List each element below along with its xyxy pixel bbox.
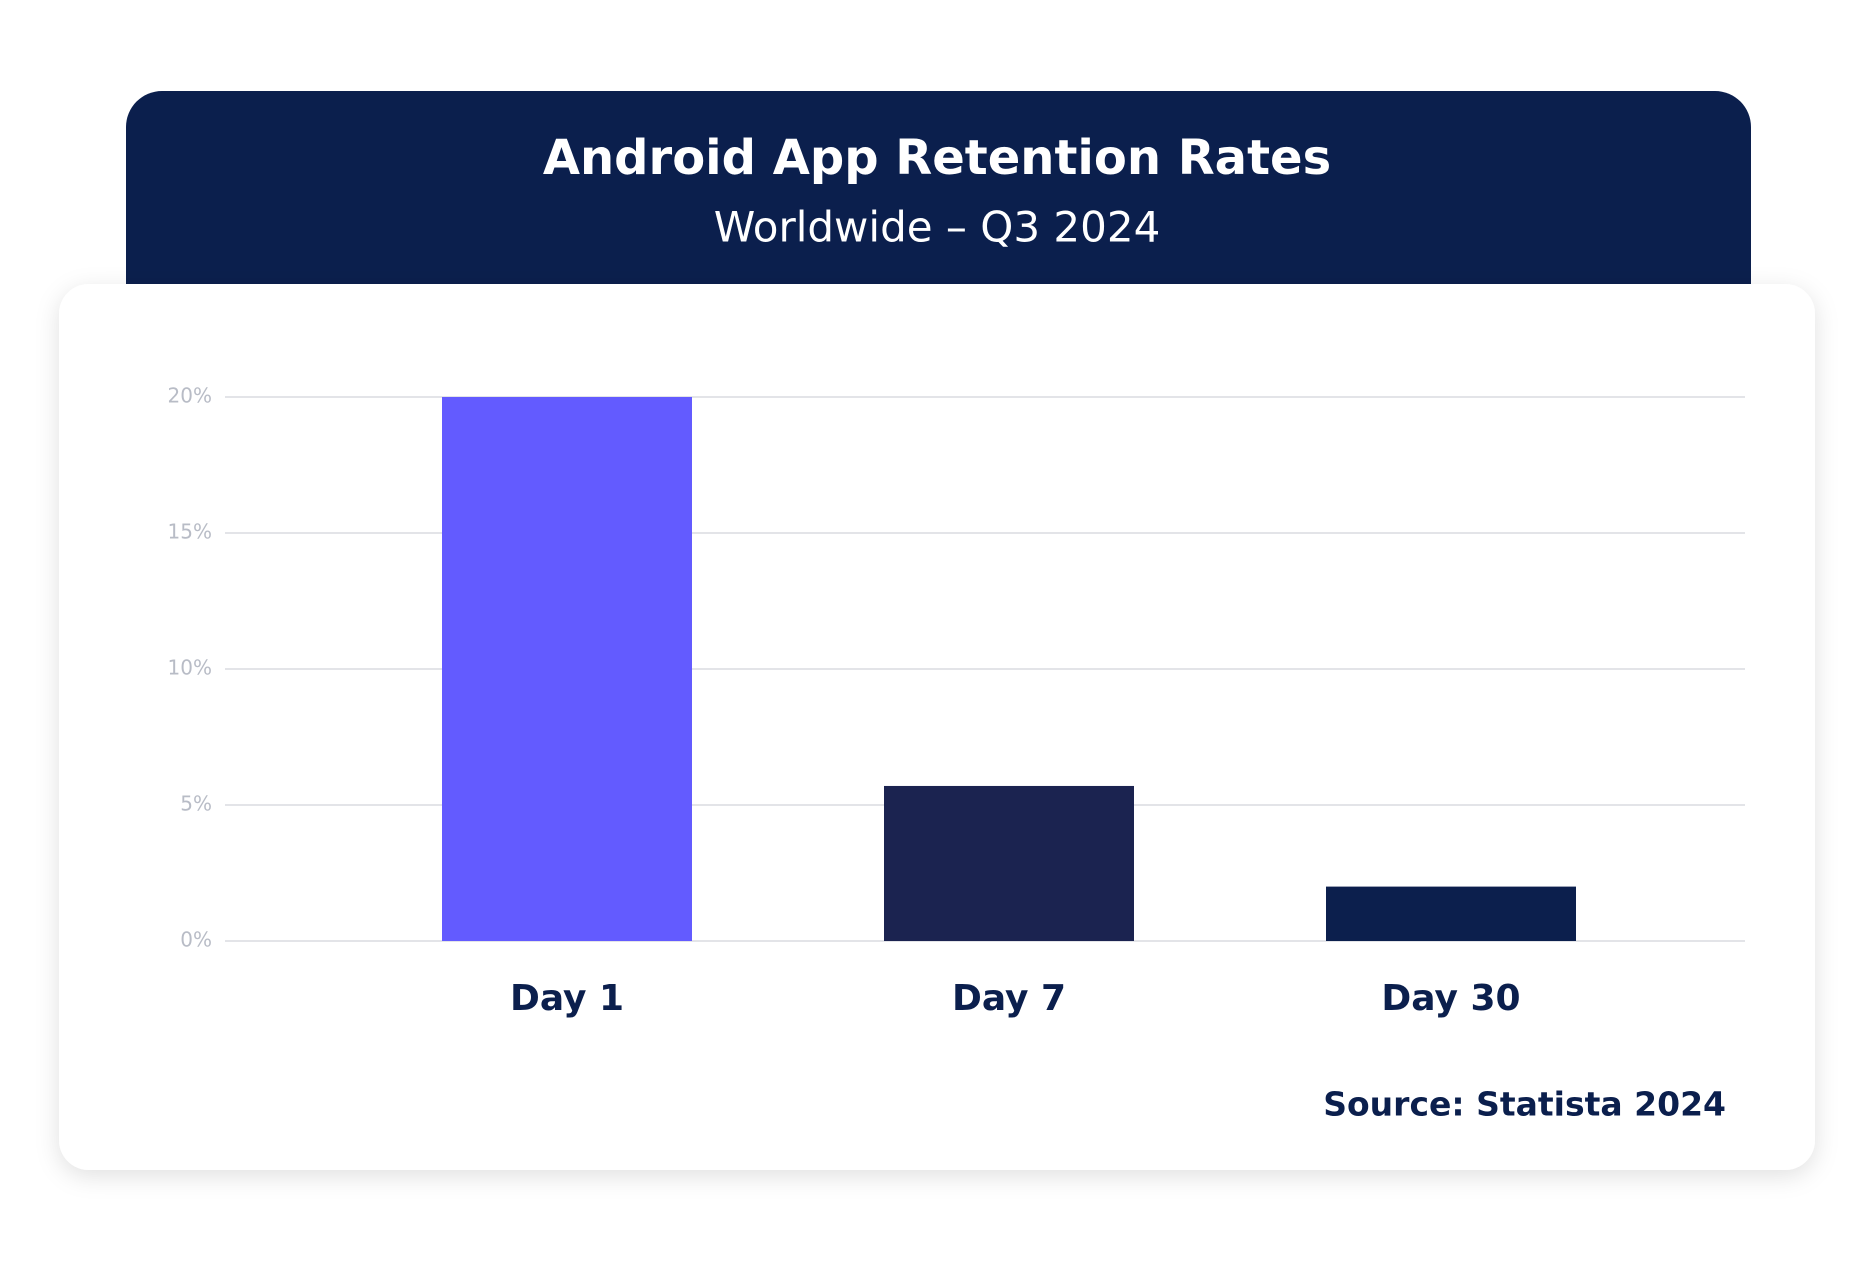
bar	[884, 785, 1134, 941]
y-tick-label: 15%	[168, 520, 212, 544]
y-tick-label: 20%	[168, 384, 212, 408]
header-panel	[126, 91, 1751, 321]
chart-subtitle: Worldwide – Q3 2024	[714, 203, 1161, 252]
chart-title: Android App Retention Rates	[543, 130, 1331, 186]
x-tick-label: Day 7	[952, 978, 1066, 1019]
chart-card	[59, 284, 1815, 1170]
y-tick-label: 10%	[168, 656, 212, 680]
y-tick-label: 5%	[180, 792, 212, 816]
source-note: Source: Statista 2024	[1323, 1085, 1726, 1124]
bar	[442, 397, 692, 941]
x-tick-label: Day 1	[510, 978, 624, 1019]
x-tick-label: Day 30	[1381, 978, 1520, 1019]
y-tick-label: 0%	[180, 928, 212, 952]
bar	[1326, 886, 1576, 941]
